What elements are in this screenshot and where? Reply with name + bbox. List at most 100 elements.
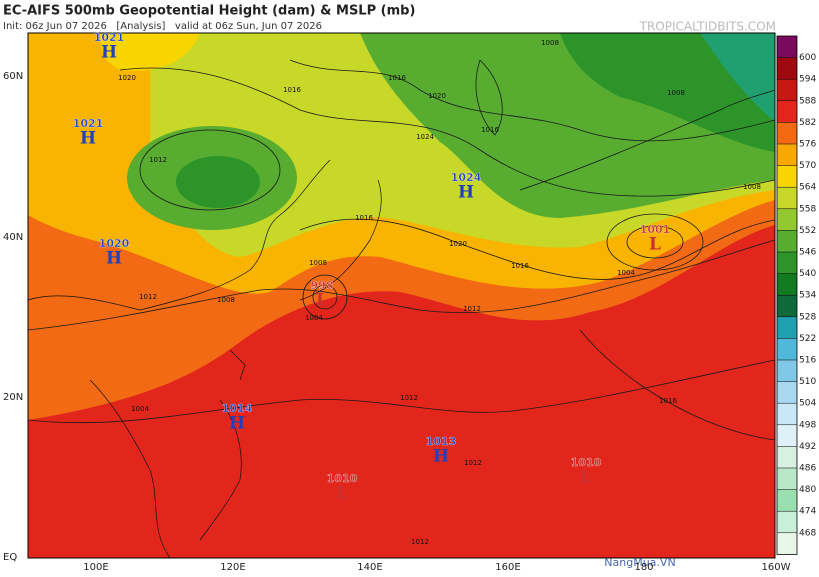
isobar-label: 1020 bbox=[449, 240, 467, 248]
colorbar-cell bbox=[777, 468, 797, 490]
colorbar-cell bbox=[777, 252, 797, 274]
isobar bbox=[606, 213, 704, 271]
colorbar-cell bbox=[777, 446, 797, 468]
colorbar-cell bbox=[777, 403, 797, 425]
isobar bbox=[27, 239, 776, 331]
isobar bbox=[626, 225, 684, 259]
lat-label: 60N bbox=[3, 71, 23, 82]
colorbar-label: 516 bbox=[799, 356, 816, 366]
lon-label: 120E bbox=[220, 562, 245, 573]
isobar-label: 1008 bbox=[667, 89, 685, 97]
colorbar-cell bbox=[777, 208, 797, 231]
isobar bbox=[119, 67, 776, 197]
lon-label: 100E bbox=[83, 562, 108, 573]
isobar-label: 1012 bbox=[139, 293, 157, 301]
colorbar-cell bbox=[777, 144, 797, 166]
field-dark-green-asia bbox=[176, 156, 260, 208]
coastline-aleutians bbox=[519, 89, 776, 191]
isobar-label: 1016 bbox=[659, 397, 677, 405]
isobar-label: 1008 bbox=[541, 39, 559, 47]
isobar-label: 1012 bbox=[400, 394, 418, 402]
colorbar-cell bbox=[777, 230, 797, 252]
colorbar-label: 588 bbox=[799, 96, 816, 106]
colorbar-cell bbox=[777, 489, 797, 512]
isobar-label: 1004 bbox=[131, 405, 149, 413]
isobar-label: 1016 bbox=[511, 262, 529, 270]
isobar-label: 1016 bbox=[355, 214, 373, 222]
center-symbol: H bbox=[101, 43, 117, 63]
center-pressure: 1010 bbox=[327, 472, 358, 485]
isobar-label: 1020 bbox=[428, 92, 446, 100]
isobar-label: 1016 bbox=[283, 86, 301, 94]
colorbar-label: 600 bbox=[799, 53, 816, 63]
colorbar-label: 570 bbox=[799, 161, 816, 171]
center-pressure: 1014 bbox=[222, 402, 253, 415]
colorbar-label: 498 bbox=[799, 420, 816, 430]
isobar bbox=[312, 284, 338, 310]
colorbar-cell bbox=[777, 295, 797, 317]
colorbar-label: 540 bbox=[799, 269, 816, 279]
lat-label: EQ bbox=[3, 552, 17, 563]
colorbar-label: 552 bbox=[799, 226, 816, 236]
center-pressure: 1001 bbox=[640, 223, 671, 236]
isobar-label: 1008 bbox=[743, 183, 761, 191]
colorbar-cell bbox=[777, 100, 797, 123]
lon-label: 140E bbox=[357, 562, 382, 573]
center-symbol: L bbox=[336, 484, 348, 504]
colorbar-label: 594 bbox=[799, 75, 816, 85]
colorbar-label: 582 bbox=[799, 118, 816, 128]
colorbar-cell bbox=[777, 165, 797, 188]
colorbar-label: 534 bbox=[799, 291, 816, 301]
colorbar-cell bbox=[777, 511, 797, 533]
lon-label: 180 bbox=[634, 562, 653, 573]
lon-label: 160W bbox=[762, 562, 791, 573]
center-symbol: H bbox=[458, 183, 474, 203]
center-pressure: 1021 bbox=[73, 117, 104, 130]
coastline-taiwan bbox=[229, 349, 246, 381]
center-pressure: 1013 bbox=[426, 435, 457, 448]
subtitle: Init: 06z Jun 07 2026 [Analysis] valid a… bbox=[3, 21, 322, 32]
isobar-label: 1024 bbox=[416, 133, 434, 141]
colorbar-label: 522 bbox=[799, 334, 816, 344]
center-pressure: 1010 bbox=[571, 456, 602, 469]
isobar-label: 1016 bbox=[481, 126, 499, 134]
colorbar-label: 474 bbox=[799, 507, 816, 517]
isobar bbox=[579, 329, 776, 441]
colorbar-cell bbox=[777, 122, 797, 144]
center-symbol: L bbox=[580, 468, 592, 488]
isobar-label: 1012 bbox=[149, 156, 167, 164]
isobar-label: 1020 bbox=[118, 74, 136, 82]
colorbar-label: 480 bbox=[799, 485, 816, 495]
center-pressure: 1021 bbox=[94, 31, 125, 44]
title: EC-AIFS 500mb Geopotential Height (dam) … bbox=[3, 4, 415, 19]
isobar bbox=[289, 59, 776, 142]
colorbar-label: 576 bbox=[799, 140, 816, 150]
colorbar-label: 510 bbox=[799, 377, 816, 387]
watermark: NangMua.VN bbox=[604, 556, 675, 569]
isobar-label: 1004 bbox=[617, 269, 635, 277]
colorbar-cell bbox=[777, 187, 797, 209]
colorbar-label: 486 bbox=[799, 464, 816, 474]
center-symbol: H bbox=[80, 129, 96, 149]
colorbar-cell bbox=[777, 79, 797, 101]
center-symbol: H bbox=[433, 447, 449, 467]
coastline-japan bbox=[299, 179, 382, 301]
colorbar-label: 564 bbox=[799, 183, 816, 193]
colorbar-label: 546 bbox=[799, 248, 816, 258]
colorbar-label: 468 bbox=[799, 528, 816, 538]
isobar bbox=[139, 129, 281, 211]
isobar-label: 1012 bbox=[464, 459, 482, 467]
center-symbol: L bbox=[649, 235, 661, 255]
isobar-label: 1012 bbox=[463, 305, 481, 313]
colorbar-label: 528 bbox=[799, 312, 816, 322]
colorbar-cell bbox=[777, 424, 797, 447]
colorbar-label: 558 bbox=[799, 204, 816, 214]
isobar-label: 1016 bbox=[388, 74, 406, 82]
isobar-label: 1004 bbox=[305, 314, 323, 322]
isobar-label: 1012 bbox=[411, 538, 429, 546]
center-symbol: H bbox=[229, 414, 245, 434]
center-symbol: L bbox=[316, 291, 328, 311]
coastline bbox=[27, 159, 331, 311]
field-teal bbox=[700, 33, 775, 122]
